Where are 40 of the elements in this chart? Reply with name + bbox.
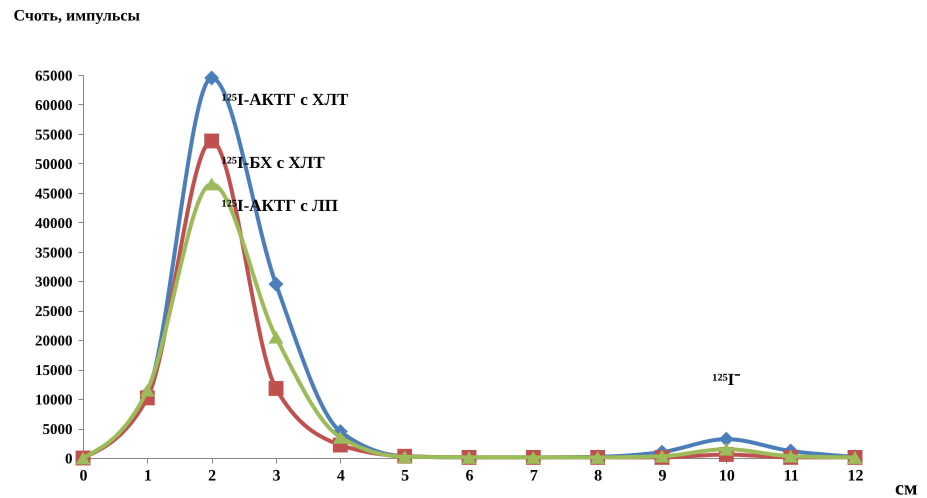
x-tick-label: 11 bbox=[784, 468, 799, 484]
x-tick-label: 5 bbox=[401, 468, 410, 484]
point bbox=[268, 276, 284, 292]
annotation: ¹²⁵I⁻ bbox=[712, 370, 740, 390]
x-tick-label: 2 bbox=[208, 468, 216, 484]
point bbox=[718, 442, 734, 456]
point bbox=[268, 381, 284, 396]
y-tick-label: 65000 bbox=[35, 68, 72, 84]
y-tick-label: 5000 bbox=[42, 422, 72, 438]
y-tick-label: 30000 bbox=[35, 274, 72, 291]
x-tick-label: 3 bbox=[272, 468, 280, 484]
x-tick-label: 8 bbox=[594, 468, 602, 484]
y-tick-label: 10000 bbox=[35, 392, 72, 409]
x-tick-label: 0 bbox=[80, 468, 88, 484]
y-tick-label: 55000 bbox=[35, 127, 72, 144]
x-tick-label: 4 bbox=[336, 468, 345, 484]
point bbox=[718, 432, 734, 447]
y-tick-label: 50000 bbox=[35, 156, 72, 173]
x-tick-label: 12 bbox=[848, 468, 864, 484]
point bbox=[140, 384, 155, 397]
point bbox=[204, 134, 220, 148]
y-tick-label: 20000 bbox=[35, 334, 72, 350]
y-tick-label: 35000 bbox=[35, 245, 72, 262]
y-axis-title: Счоть, импульсы bbox=[14, 8, 140, 24]
y-tick-label: 60000 bbox=[35, 98, 72, 114]
y-tick-label: 15000 bbox=[35, 363, 72, 380]
point bbox=[204, 70, 220, 86]
x-axis-title: см bbox=[895, 478, 918, 498]
point bbox=[268, 330, 284, 344]
y-tick-label: 45000 bbox=[35, 186, 72, 202]
point bbox=[332, 430, 348, 444]
x-tick-label: 7 bbox=[530, 468, 538, 484]
y-tick-label: 40000 bbox=[35, 216, 72, 232]
y-tick-label: 0 bbox=[65, 452, 72, 468]
x-tick-label: 1 bbox=[144, 468, 152, 484]
x-tick-label: 9 bbox=[658, 468, 666, 484]
x-tick-label: 6 bbox=[466, 468, 474, 484]
point bbox=[204, 178, 220, 190]
y-tick-label: 25000 bbox=[35, 304, 72, 320]
x-tick-label: 10 bbox=[718, 468, 735, 484]
